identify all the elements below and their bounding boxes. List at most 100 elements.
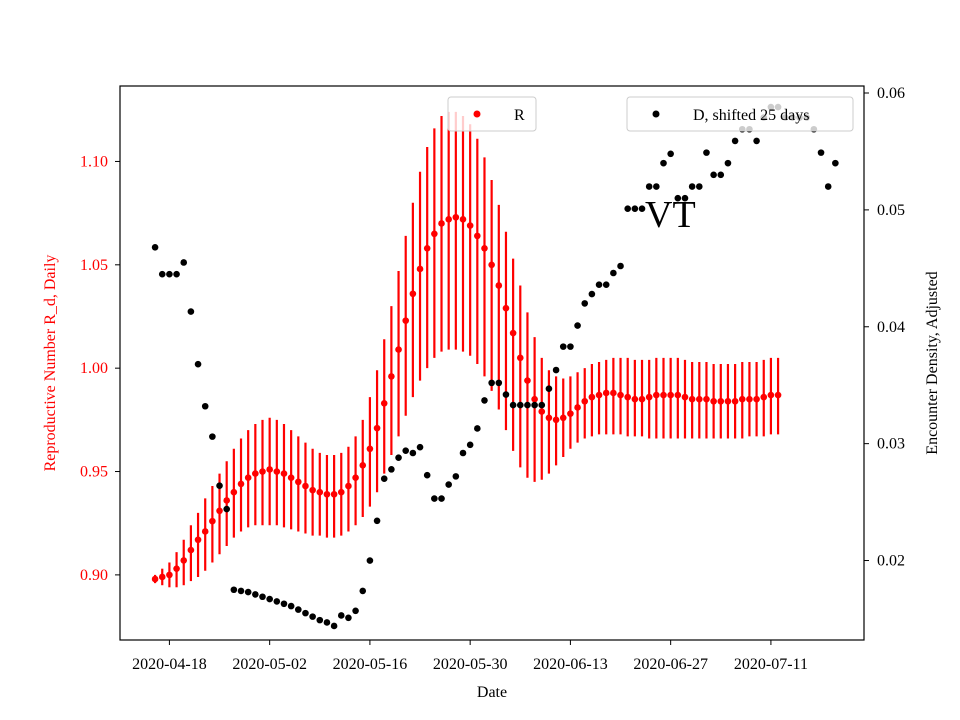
d-point [359,587,367,595]
d-point [717,171,725,179]
r-point [696,395,703,403]
legend-d-box [626,96,854,132]
d-series [151,103,839,630]
d-point [631,205,639,213]
r-point [244,474,252,482]
d-point [595,281,603,288]
d-point [624,205,631,213]
r-point [230,488,238,496]
x-tick-label: 2020-05-16 [333,656,408,673]
d-point [696,183,703,190]
d-point [645,183,653,190]
d-point [187,308,195,315]
r-point [710,397,717,405]
d-point [352,607,359,615]
r-point [667,391,674,399]
d-point [488,379,495,387]
d-point [710,171,717,179]
right-y-tick-label: 0.06 [877,85,905,102]
d-point [194,360,202,368]
d-point [337,612,345,619]
d-point [459,449,467,457]
d-point [524,401,531,409]
r-point [395,346,402,353]
d-point [416,443,424,451]
d-point [423,471,431,479]
r-point [223,497,230,504]
d-point [158,270,166,278]
r-point [638,395,646,403]
r-point [330,490,338,498]
r-point [194,536,202,544]
r-point [774,391,782,399]
r-point [481,244,488,252]
r-point [688,395,696,403]
r-point [660,391,667,399]
left-y-axis-label: Reproductive Number R_d, Daily [42,255,59,472]
r-point [252,470,259,477]
legend-d-label: D, shifted 25 days [693,107,809,124]
r-point [416,265,424,273]
d-point [538,401,546,409]
r-point [703,395,710,403]
r-point [545,414,553,422]
r-point [266,466,273,473]
d-point [223,505,230,513]
r-point [409,290,417,298]
plot-frame [119,85,865,641]
x-tick-label: 2020-05-02 [232,656,307,673]
d-point [201,402,209,410]
r-point [617,391,624,399]
r-point [495,282,503,289]
d-point [345,614,352,622]
d-point [638,205,646,213]
r-point [187,546,195,554]
r-point [323,490,331,498]
d-point [559,343,567,350]
d-point [817,149,825,156]
r-point [681,393,689,401]
d-point [574,322,581,329]
r-point [316,488,324,496]
r-point [559,414,567,422]
d-point [280,600,288,608]
d-point [438,495,445,502]
d-point [466,441,474,449]
r-point [717,397,725,405]
r-error-bars [153,111,780,588]
r-point [423,244,431,252]
r-point [402,317,410,324]
r-point [645,393,653,401]
d-point [509,401,517,409]
left-y-tick-label: 1.00 [80,360,108,377]
r-point [574,404,581,411]
r-point [581,397,589,405]
d-point [259,593,266,601]
legend-r-label: R [514,107,525,124]
d-point [674,194,682,202]
r-point [237,480,245,488]
d-point [252,591,259,598]
d-point [244,588,252,596]
r-point [201,528,209,535]
r-point [295,478,302,486]
d-point [431,495,438,502]
x-tick-label: 2020-07-11 [734,656,808,673]
r-point [309,486,316,494]
d-point [302,609,309,617]
d-point [516,401,524,409]
r-point [602,389,610,397]
d-point [409,449,417,457]
left-y-tick-label: 1.10 [80,153,108,170]
d-point [180,259,188,266]
d-point [287,602,295,610]
d-point [832,159,839,167]
r-point [653,391,660,399]
d-point [330,622,338,630]
r-point [595,391,603,399]
d-point [753,137,760,145]
r-point [724,397,732,405]
right-y-tick-label: 0.02 [877,553,905,570]
r-point [337,488,345,496]
r-point [567,410,574,417]
